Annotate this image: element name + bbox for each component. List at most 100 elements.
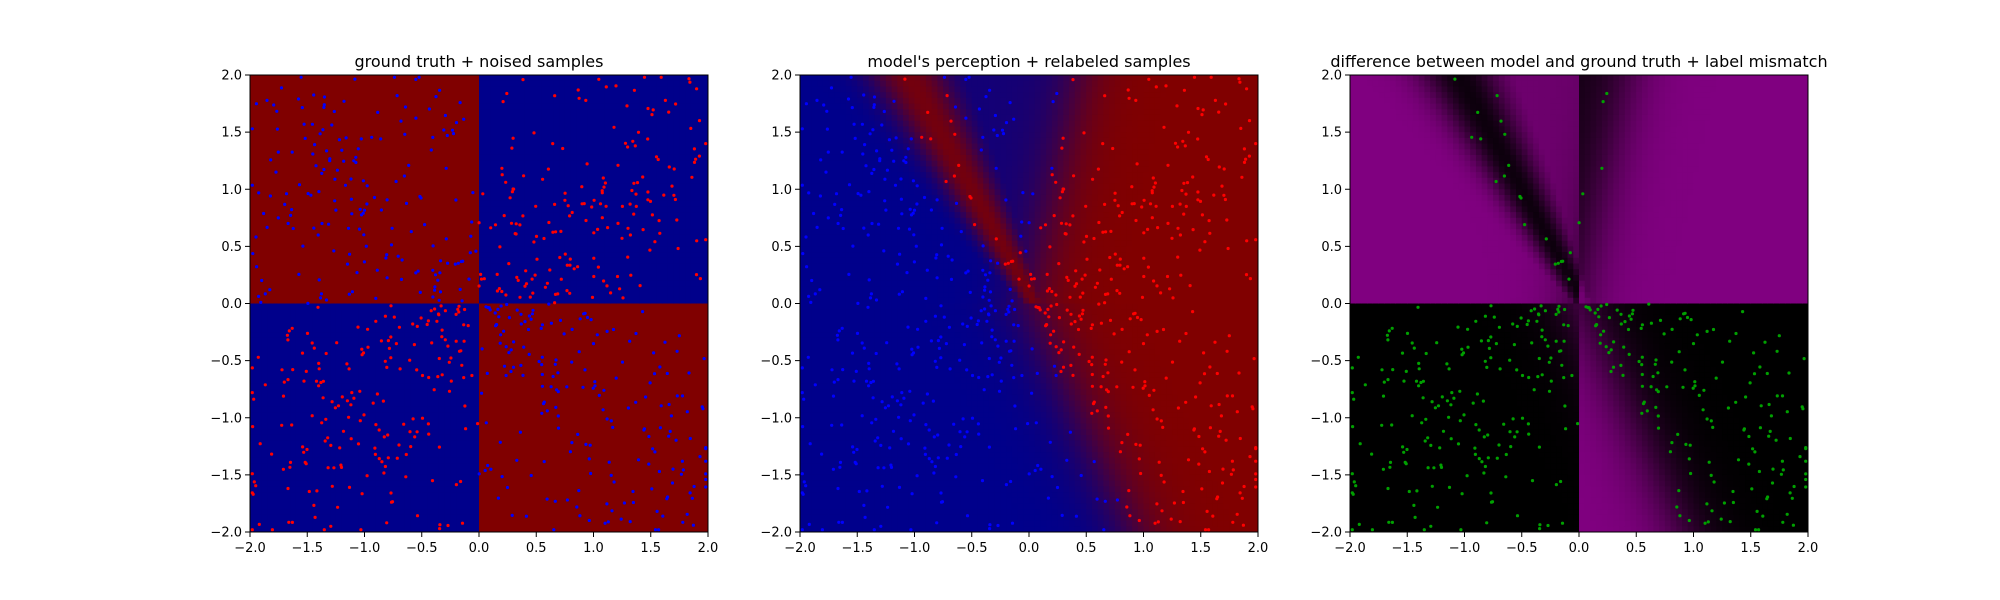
heatmap-cell — [255, 103, 263, 110]
heatmap-cell — [536, 486, 543, 493]
heatmap-cell — [559, 240, 566, 247]
heatmap-cell — [255, 263, 263, 270]
heatmap-cell — [335, 457, 343, 465]
heatmap-cell — [433, 223, 440, 230]
heatmap-cell — [250, 320, 257, 327]
heatmap-cell — [387, 97, 394, 105]
heatmap-cell — [255, 492, 263, 499]
heatmap-cell — [467, 514, 474, 522]
heatmap-cell — [582, 80, 589, 88]
heatmap-cell — [404, 326, 411, 333]
heatmap-cell — [404, 217, 411, 225]
heatmap-cell — [387, 503, 394, 510]
heatmap-cell — [347, 514, 354, 522]
heatmap-cell — [587, 429, 595, 436]
heatmap-cell — [410, 303, 417, 310]
heatmap-cell — [301, 383, 308, 390]
heatmap-cell — [450, 177, 457, 185]
heatmap-cell — [301, 252, 308, 259]
heatmap-cell — [307, 446, 314, 453]
heatmap-cell — [358, 114, 366, 122]
heatmap-cell — [524, 126, 532, 133]
heatmap-cell — [250, 166, 257, 173]
heatmap-cell — [278, 377, 285, 385]
heatmap-cell — [404, 286, 411, 293]
heatmap-cell — [272, 132, 280, 139]
heatmap-cell — [358, 292, 366, 299]
heatmap-cell — [416, 429, 423, 436]
heatmap-cell — [564, 406, 572, 413]
heatmap-cell — [393, 274, 400, 282]
heatmap-cell — [393, 297, 400, 305]
heatmap-cell — [438, 526, 446, 532]
heatmap-cell — [318, 280, 326, 287]
heatmap-cell — [467, 234, 474, 242]
heatmap-cell — [272, 332, 280, 339]
heatmap-cell — [261, 320, 268, 327]
heatmap-cell — [398, 366, 406, 373]
heatmap-cell — [290, 240, 297, 247]
heatmap-cell — [496, 440, 503, 447]
heatmap-cell — [398, 120, 406, 128]
heatmap-cell — [370, 389, 377, 396]
heatmap-cell — [587, 497, 595, 505]
heatmap-cell — [410, 154, 417, 162]
heatmap-cell — [599, 274, 606, 282]
heatmap-cell — [410, 274, 417, 282]
heatmap-cell — [433, 440, 440, 447]
heatmap-cell — [330, 143, 337, 150]
heatmap-cell — [507, 474, 514, 482]
heatmap-cell — [427, 154, 434, 162]
heatmap-cell — [410, 314, 417, 322]
heatmap-cell — [398, 497, 406, 505]
heatmap-cell — [530, 217, 537, 225]
heatmap-cell — [456, 137, 463, 145]
heatmap-cell — [456, 503, 463, 510]
heatmap-cell — [330, 126, 337, 133]
heatmap-cell — [324, 514, 331, 522]
heatmap-cell — [479, 463, 486, 470]
heatmap-cell — [330, 154, 337, 162]
heatmap-cell — [290, 229, 297, 236]
heatmap-cell — [381, 509, 388, 516]
heatmap-cell — [393, 452, 400, 459]
heatmap-cell — [524, 132, 532, 139]
heatmap-cell — [307, 149, 314, 156]
heatmap-cell — [255, 80, 263, 88]
heatmap-cell — [450, 240, 457, 247]
heatmap-cell — [290, 194, 297, 202]
heatmap-cell — [261, 309, 268, 316]
heatmap-cell — [536, 509, 543, 516]
heatmap-cell — [530, 292, 537, 299]
heatmap-cell — [255, 463, 263, 470]
heatmap-cell — [559, 394, 566, 402]
heatmap-cell — [536, 263, 543, 270]
heatmap-cell — [456, 206, 463, 213]
heatmap-cell — [479, 349, 486, 356]
heatmap-cell — [284, 86, 291, 93]
heatmap-cell — [301, 360, 308, 367]
heatmap-cell — [398, 292, 406, 299]
heatmap-cell — [410, 229, 417, 236]
heatmap-cell — [461, 452, 469, 459]
heatmap-cell — [604, 177, 612, 185]
heatmap-cell — [490, 309, 497, 316]
heatmap-cell — [404, 86, 411, 93]
heatmap-cell — [530, 166, 537, 173]
heatmap-cell — [416, 486, 423, 493]
heatmap-cell — [341, 200, 348, 207]
heatmap-cell — [496, 406, 503, 413]
heatmap-cell — [587, 389, 595, 396]
heatmap-cell — [576, 320, 583, 327]
heatmap-cell — [587, 206, 595, 213]
heatmap-cell — [393, 137, 400, 145]
heatmap-cell — [576, 429, 583, 436]
heatmap-cell — [599, 452, 606, 459]
heatmap-cell — [370, 212, 377, 219]
heatmap-cell — [433, 263, 440, 270]
heatmap-cell — [450, 377, 457, 385]
heatmap-cell — [582, 143, 589, 150]
heatmap-cell — [364, 314, 371, 322]
heatmap-cell — [278, 234, 285, 242]
heatmap-cell — [484, 326, 492, 333]
